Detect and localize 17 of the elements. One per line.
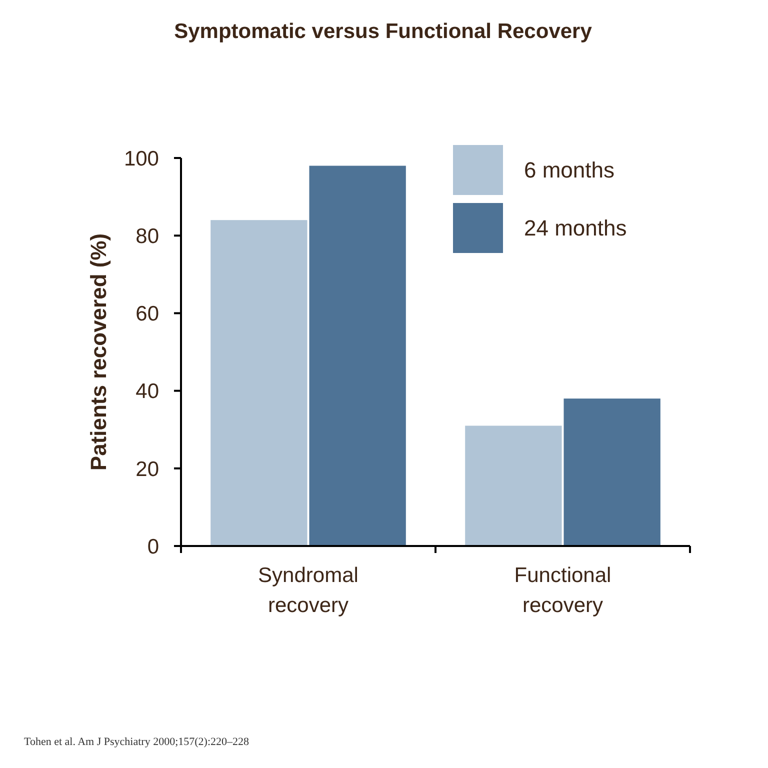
y-axis-title: Patients recovered (%) [86, 233, 111, 471]
y-tick-label: 60 [136, 302, 159, 326]
legend-label: 24 months [524, 216, 627, 241]
bar [564, 398, 660, 546]
bar [210, 220, 308, 546]
chart-title: Symptomatic versus Functional Recovery [174, 20, 592, 43]
x-tick-label: Functional recovery [514, 564, 612, 617]
y-tick-label: 20 [136, 458, 159, 481]
y-tick-label: 100 [124, 147, 159, 170]
y-tick-label: 0 [147, 535, 159, 558]
text: Tohen et al. Am J Psychiatry 2000;157(2):220–228 [24, 736, 250, 748]
legend-label: 6 months [524, 158, 614, 183]
y-tick-label: 40 [136, 380, 159, 404]
bar [465, 426, 562, 546]
y-tick-label: 80 [136, 224, 159, 248]
x-tick-label: Syndromal recovery [258, 564, 358, 617]
bar [309, 166, 406, 546]
